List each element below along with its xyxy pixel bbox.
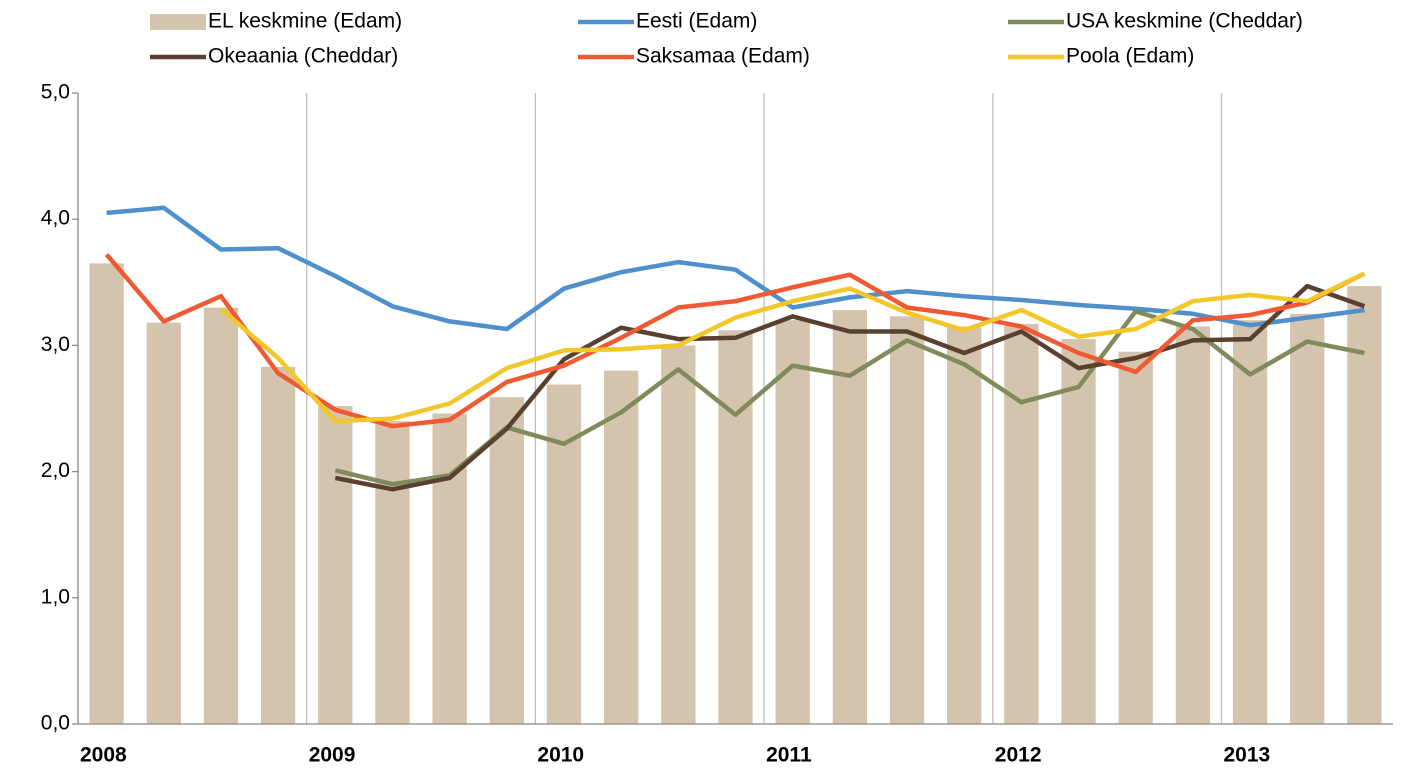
- legend-swatch: [150, 14, 206, 30]
- bar: [718, 330, 753, 724]
- bar: [318, 405, 353, 724]
- legend-label: Saksamaa (Edam): [636, 45, 810, 68]
- y-tick-label: 3,0: [41, 333, 70, 356]
- bar: [1118, 351, 1153, 724]
- bar: [1004, 323, 1039, 724]
- y-tick-label: 0,0: [41, 712, 70, 735]
- bar: [889, 316, 925, 724]
- bar: [1347, 286, 1382, 724]
- bar: [203, 307, 239, 724]
- legend-label: Poola (Edam): [1066, 45, 1194, 68]
- x-tick-label: 2013: [1223, 744, 1270, 767]
- bar: [146, 322, 181, 724]
- bar: [375, 421, 410, 724]
- bar: [89, 263, 124, 724]
- bar: [604, 370, 639, 724]
- bar: [661, 345, 696, 724]
- legend-label: Okeaania (Cheddar): [208, 45, 398, 68]
- bar: [775, 320, 810, 724]
- legend-label: EL keskmine (Edam): [208, 10, 402, 33]
- bar: [260, 366, 296, 724]
- bar: [1232, 320, 1268, 724]
- x-tick-label: 2012: [995, 744, 1042, 767]
- y-tick-label: 1,0: [41, 585, 70, 608]
- x-tick-label: 2008: [80, 744, 127, 767]
- bar: [489, 397, 524, 724]
- legend-label: Eesti (Edam): [636, 10, 757, 33]
- bar: [432, 413, 467, 724]
- line-series: [219, 271, 1366, 424]
- bar: [1290, 313, 1325, 724]
- bar: [947, 326, 982, 724]
- bar: [1175, 326, 1211, 724]
- y-tick-label: 2,0: [41, 459, 70, 482]
- legend-label: USA keskmine (Cheddar): [1066, 10, 1303, 33]
- line-series: [106, 205, 1365, 332]
- bar: [1061, 339, 1096, 724]
- x-tick-label: 2009: [309, 744, 356, 767]
- x-tick-label: 2010: [537, 744, 584, 767]
- line-series: [334, 283, 1366, 492]
- x-tick-label: 2011: [766, 744, 812, 767]
- y-tick-label: 4,0: [41, 207, 70, 230]
- y-tick-label: 5,0: [41, 81, 70, 104]
- bar: [832, 310, 867, 724]
